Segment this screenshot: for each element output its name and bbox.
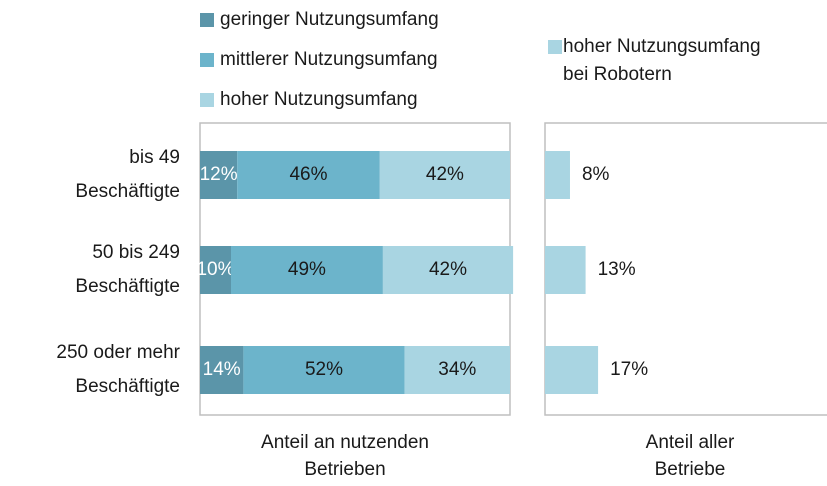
legend-swatch [200, 53, 214, 67]
y-tick-label: bis 49 [129, 147, 180, 168]
value-label: 42% [426, 164, 464, 185]
x-axis-label: Anteil an nutzenden [261, 432, 429, 453]
y-tick-label: 50 bis 249 [92, 242, 180, 263]
value-label: 10% [196, 259, 234, 280]
legend-swatch [548, 40, 562, 54]
x-axis-label: Anteil aller [646, 432, 735, 453]
x-axis-label: Betrieben [304, 459, 385, 480]
bar-segment [243, 346, 405, 394]
y-tick-label: Beschäftigte [75, 276, 180, 297]
y-tick-label: Beschäftigte [75, 376, 180, 397]
bar-segment [382, 246, 514, 294]
bar-segment [200, 246, 231, 294]
bar-segment [200, 346, 244, 394]
legend-swatch [200, 13, 214, 27]
legend-label: mittlerer Nutzungsumfang [220, 49, 438, 70]
value-label: 8% [582, 164, 610, 185]
value-label: 46% [289, 164, 327, 185]
value-label: 52% [305, 359, 343, 380]
value-label: 17% [610, 359, 648, 380]
bar [545, 246, 586, 294]
value-label: 14% [203, 359, 241, 380]
bar-segment [379, 151, 510, 199]
value-label: 49% [288, 259, 326, 280]
bar-segment [404, 346, 510, 394]
bar-segment [200, 151, 238, 199]
bar [545, 151, 570, 199]
bar-segment [237, 151, 380, 199]
y-tick-label: Beschäftigte [75, 181, 180, 202]
legend-label: hoher Nutzungsumfang [563, 36, 761, 57]
bar [545, 346, 599, 394]
value-label: 13% [598, 259, 636, 280]
legend-label: bei Robotern [563, 64, 672, 85]
value-label: 12% [200, 164, 238, 185]
y-tick-label: 250 oder mehr [56, 342, 180, 363]
legend-label: hoher Nutzungsumfang [220, 89, 418, 110]
x-axis-label: Betriebe [655, 459, 726, 480]
legend-label: geringer Nutzungsumfang [220, 9, 439, 30]
value-label: 34% [438, 359, 476, 380]
value-label: 42% [429, 259, 467, 280]
bar-segment [231, 246, 383, 294]
legend-swatch [200, 93, 214, 107]
